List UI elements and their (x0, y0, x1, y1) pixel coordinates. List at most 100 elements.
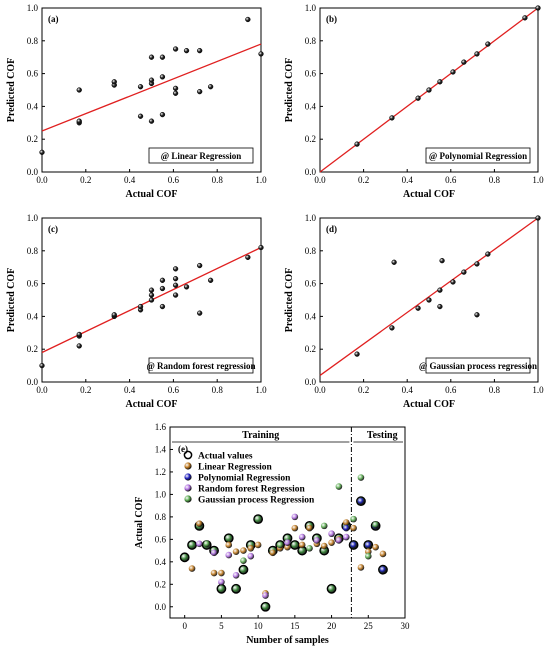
series-2 (342, 497, 387, 573)
data-point (183, 284, 190, 290)
data-point (269, 549, 277, 557)
data-point (426, 297, 432, 303)
data-point (437, 303, 443, 310)
x-tick-label: 0.2 (358, 385, 369, 395)
method-label-box (425, 147, 531, 164)
data-point (298, 533, 306, 541)
method-label-box (425, 357, 531, 374)
x-tick-label: 5 (219, 621, 224, 631)
data-point (354, 141, 360, 147)
data-point (137, 303, 144, 310)
x-tick-label: 0.0 (314, 385, 326, 395)
y-tick-label: 0.0 (305, 377, 317, 387)
legend-marker (184, 495, 192, 503)
x-axis-label: Actual COF (126, 189, 178, 200)
data-point (328, 539, 335, 547)
data-point (258, 51, 264, 57)
data-point (291, 513, 299, 521)
data-point (328, 530, 335, 538)
data-point (159, 303, 166, 310)
x-tick-label: 1.0 (255, 385, 267, 395)
method-label: @ Random forest regression (146, 361, 255, 371)
data-point (320, 522, 328, 530)
data-point (76, 331, 82, 338)
y-tick-label: 0.4 (305, 101, 317, 111)
x-tick-label: 0.0 (36, 175, 48, 185)
data-point (379, 566, 387, 573)
data-point (254, 541, 262, 549)
data-point (111, 312, 117, 318)
y-tick-label: 1.2 (155, 467, 166, 477)
y-tick-label: 0.4 (27, 311, 39, 321)
data-point (391, 259, 397, 265)
x-axis-label: Number of samples (246, 635, 329, 646)
panel-label: (c) (48, 224, 58, 234)
panel-label: (b) (326, 14, 337, 24)
plot-frame (41, 217, 262, 383)
fit-line (41, 43, 262, 132)
x-tick-label: 25 (364, 621, 374, 631)
data-point (415, 95, 421, 101)
data-point (76, 343, 82, 349)
plot-frame (41, 7, 262, 173)
data-point (437, 287, 443, 293)
y-axis-label: Predicted COF (284, 268, 295, 333)
series-3 (196, 513, 350, 599)
panel-b: 0.0 0.2 0.4 0.6 0.8 1.0 0.0 0.2 0.4 0.6 0.8 1.0 Actu… (284, 3, 544, 200)
data-point (218, 578, 225, 586)
data-point (262, 592, 269, 599)
data-point (197, 262, 203, 269)
data-point (111, 79, 117, 85)
x-tick-label: 1.0 (255, 175, 267, 185)
data-point (225, 551, 233, 559)
x-tick-label: 0.2 (358, 175, 369, 185)
method-label-box (148, 147, 254, 164)
data-point (357, 564, 365, 571)
y-tick-label: 0.6 (305, 279, 317, 289)
data-point (203, 540, 211, 548)
data-point (172, 276, 179, 282)
method-label: @ Linear Regression (161, 151, 242, 161)
x-tick-label: 0.6 (168, 175, 180, 185)
data-point (522, 15, 528, 21)
data-point (207, 277, 214, 283)
legend-marker (184, 484, 192, 492)
data-point (372, 543, 379, 551)
data-point (148, 287, 155, 293)
data-point (148, 297, 155, 303)
data-point (245, 254, 251, 261)
data-point (172, 46, 179, 52)
y-tick-label: 1.6 (155, 422, 167, 432)
y-tick-label: 0.2 (155, 579, 166, 589)
data-point (342, 524, 350, 532)
panel-label: (e) (178, 444, 188, 454)
y-tick-label: 0.6 (155, 534, 167, 544)
data-point (461, 269, 467, 275)
y-tick-label: 1.0 (305, 3, 317, 13)
fit-line (319, 217, 539, 376)
x-tick-label: 0.0 (36, 385, 48, 395)
panel-label: (d) (326, 224, 337, 234)
data-point (357, 497, 365, 505)
x-tick-label: 0.0 (314, 175, 326, 185)
data-point (183, 47, 190, 54)
y-tick-label: 1.0 (305, 213, 317, 223)
x-tick-label: 0.8 (489, 385, 501, 395)
method-label-box (148, 357, 254, 374)
data-point (197, 47, 203, 54)
data-point (159, 277, 166, 283)
x-tick-label: 15 (290, 621, 300, 631)
data-point (148, 54, 155, 60)
data-point (357, 474, 365, 481)
x-tick-label: 0.6 (445, 385, 457, 395)
x-tick-label: 0.6 (168, 385, 180, 395)
series-1 (188, 519, 387, 597)
data-point (197, 88, 203, 95)
x-tick-label: 0.4 (124, 175, 136, 185)
x-tick-label: 30 (401, 621, 411, 631)
data-point (320, 542, 328, 550)
series-4 (203, 474, 379, 564)
data-point (196, 520, 203, 527)
panel-label: (a) (48, 14, 59, 24)
data-point (196, 540, 203, 548)
